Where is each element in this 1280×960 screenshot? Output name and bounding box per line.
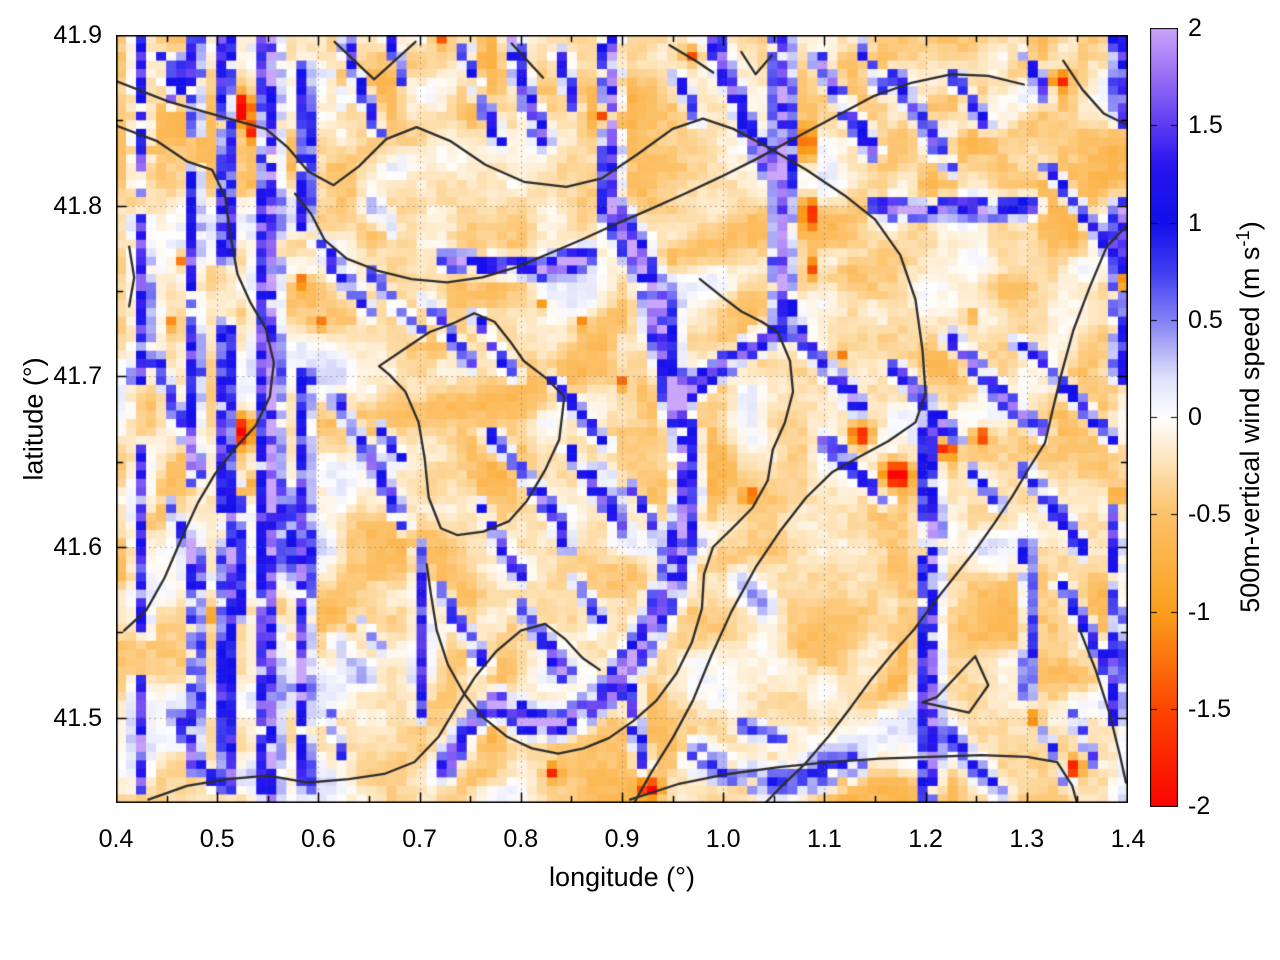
x-axis-label: longitude (°) (549, 862, 695, 892)
y-tick-label: 41.8 (53, 191, 102, 220)
x-tick-label: 0.8 (503, 825, 539, 853)
colorbar (1150, 28, 1178, 807)
colorbar-tick-label: 1.5 (1188, 111, 1223, 140)
colorbar-tick-label: 0.5 (1188, 305, 1223, 334)
colorbar-tick-label: -1.5 (1188, 694, 1232, 723)
colorbar-tick-label: 1 (1188, 208, 1202, 237)
x-tick-label: 1.1 (807, 825, 842, 853)
heatmap-plot-area (116, 35, 1128, 803)
x-tick-label: 1.4 (1110, 825, 1146, 853)
y-tick-label: 41.9 (53, 21, 102, 49)
y-tick-label: 41.5 (53, 703, 102, 732)
y-axis-label: latitude (°) (18, 357, 49, 481)
x-tick-label: 0.4 (98, 825, 134, 853)
x-tick-label: 0.5 (199, 825, 235, 853)
colorbar-tick-label: -2 (1188, 792, 1211, 820)
x-tick-label: 1.3 (1009, 825, 1045, 853)
y-tick-label: 41.6 (53, 533, 102, 561)
x-tick-label: 1.0 (705, 825, 741, 853)
x-tick-label: 0.7 (402, 825, 437, 853)
x-tick-label: 0.6 (301, 825, 336, 853)
colorbar-tick-label: 0 (1188, 403, 1202, 431)
x-tick-label: 0.9 (604, 825, 640, 853)
colorbar-tick-label: -1 (1188, 597, 1211, 626)
x-tick-label: 1.2 (908, 825, 943, 853)
y-tick-label: 41.7 (53, 362, 102, 391)
colorbar-label: 500m-vertical wind speed (m s-1) (1232, 221, 1265, 613)
colorbar-tick-label: 2 (1188, 14, 1202, 42)
colorbar-tick-label: -0.5 (1188, 500, 1232, 529)
